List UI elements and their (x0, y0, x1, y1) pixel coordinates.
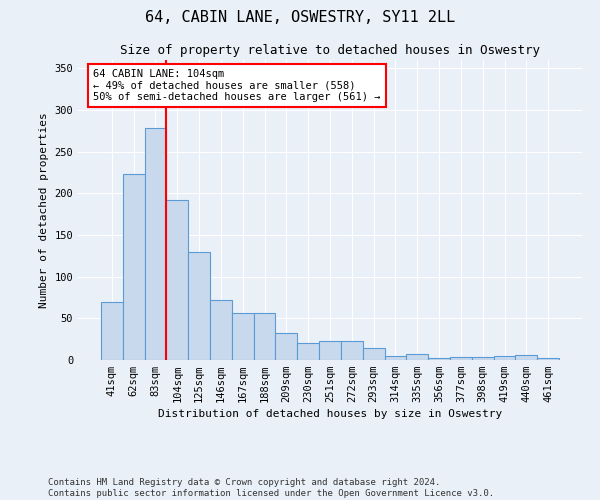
Text: 64 CABIN LANE: 104sqm
← 49% of detached houses are smaller (558)
50% of semi-det: 64 CABIN LANE: 104sqm ← 49% of detached … (93, 69, 380, 102)
Bar (537, 358, 559, 360)
Text: 64, CABIN LANE, OSWESTRY, SY11 2LL: 64, CABIN LANE, OSWESTRY, SY11 2LL (145, 10, 455, 25)
X-axis label: Distribution of detached houses by size in Oswestry: Distribution of detached houses by size … (158, 410, 502, 420)
Bar (472, 356, 494, 360)
Bar (166, 200, 188, 360)
Bar (188, 252, 210, 360)
Bar (406, 354, 428, 360)
Bar (297, 344, 319, 360)
Bar (450, 356, 472, 360)
Bar (385, 356, 406, 360)
Bar (515, 355, 537, 360)
Bar (494, 356, 515, 360)
Bar (428, 358, 450, 360)
Bar (123, 174, 145, 360)
Bar (232, 312, 254, 360)
Bar (363, 348, 385, 360)
Bar (101, 302, 123, 360)
Title: Size of property relative to detached houses in Oswestry: Size of property relative to detached ho… (120, 44, 540, 58)
Y-axis label: Number of detached properties: Number of detached properties (39, 112, 49, 308)
Text: Contains HM Land Registry data © Crown copyright and database right 2024.
Contai: Contains HM Land Registry data © Crown c… (48, 478, 494, 498)
Bar (275, 334, 297, 360)
Bar (341, 341, 363, 360)
Bar (210, 300, 232, 360)
Bar (145, 128, 166, 360)
Bar (254, 312, 275, 360)
Bar (319, 341, 341, 360)
